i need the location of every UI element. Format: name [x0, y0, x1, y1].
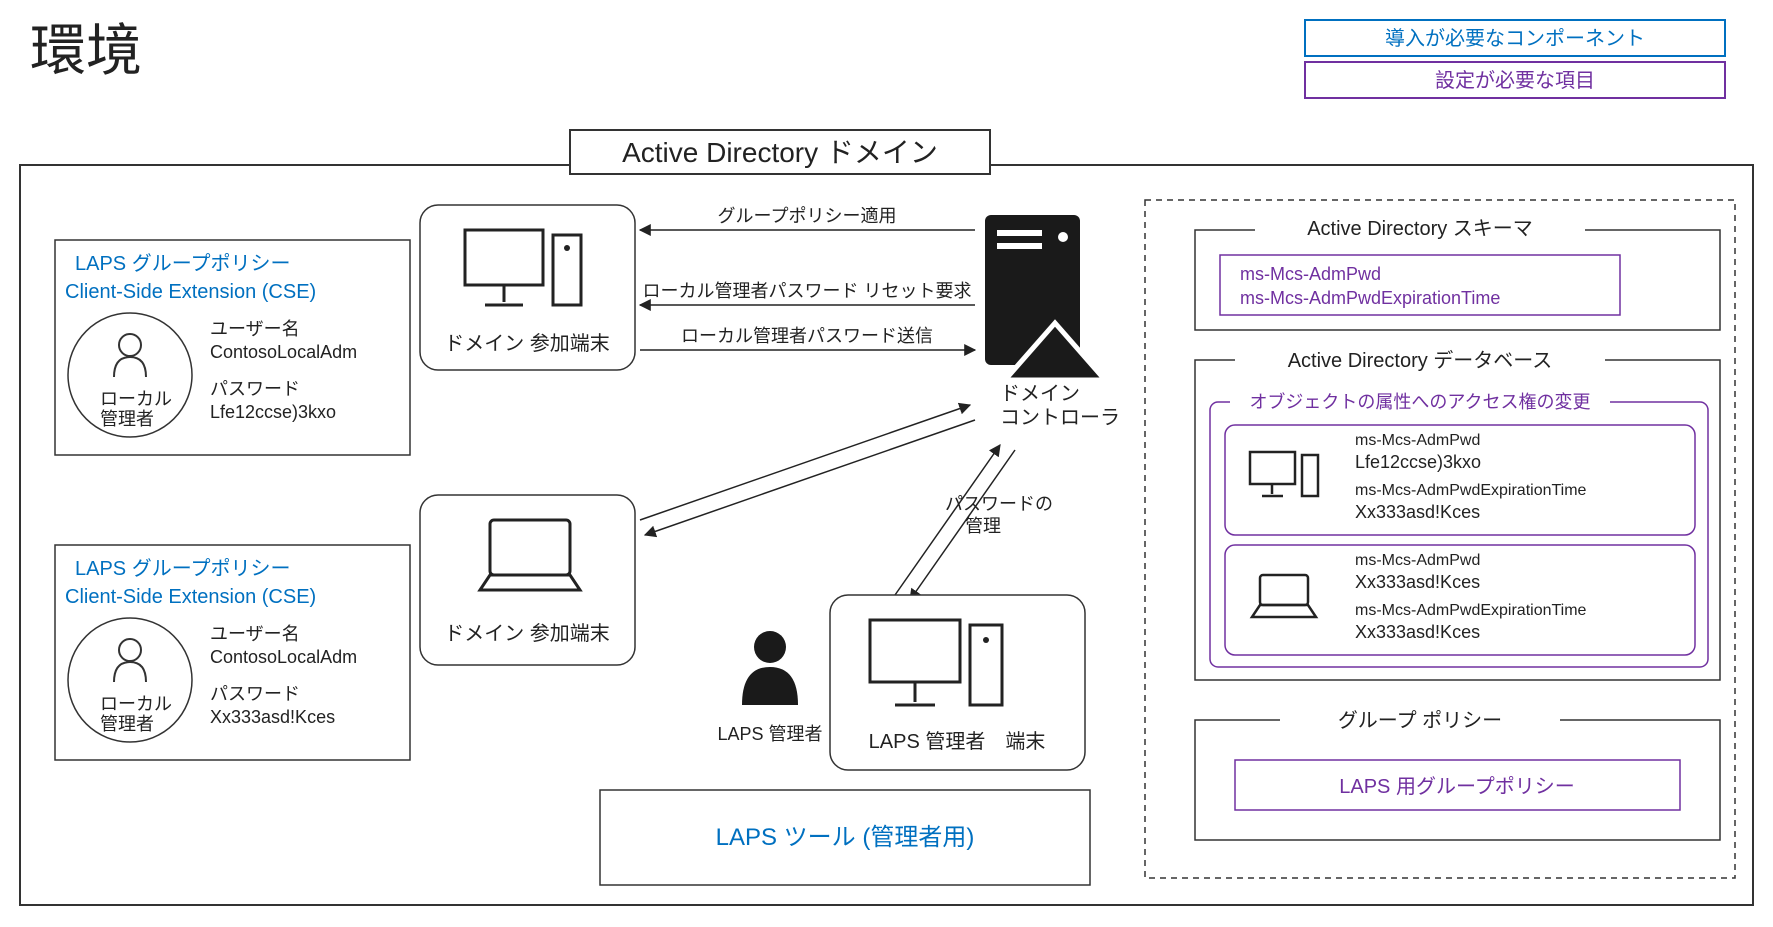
client2-role: ローカル管理者 — [100, 694, 172, 734]
gpo-item: LAPS 用グループポリシー — [1339, 775, 1575, 798]
db-obj2-v1: Xx333asd!Kces — [1355, 572, 1480, 592]
legend: 導入が必要なコンポーネント 設定が必要な項目 — [1305, 20, 1725, 98]
user-icon — [114, 334, 146, 377]
db-obj2-a2: ms-Mcs-AdmPwdExpirationTime — [1355, 602, 1587, 619]
dc-label: ドメインコントローラ — [1000, 383, 1120, 429]
page-title: 環境 — [30, 19, 142, 82]
client2-group: LAPS グループポリシー Client-Side Extension (CSE… — [55, 545, 410, 760]
db-obj1-a1: ms-Mcs-AdmPwd — [1355, 432, 1480, 449]
client2-password-label: パスワード — [210, 684, 300, 704]
client1-group: LAPS グループポリシー Client-Side Extension (CSE… — [55, 240, 410, 455]
laps-admin-terminal-label: LAPS 管理者 端末 — [869, 730, 1046, 753]
schema-attr1: ms-Mcs-AdmPwd — [1240, 264, 1381, 284]
client1-username-label: ユーザー名 — [210, 319, 300, 339]
laptop-mini-icon — [1252, 575, 1316, 617]
db-access-title: オブジェクトの属性へのアクセス権の変更 — [1249, 391, 1590, 412]
gpo-title: グループ ポリシー — [1338, 709, 1502, 732]
client2-cse-line2: Client-Side Extension (CSE) — [65, 586, 316, 608]
client1-node-label: ドメイン 参加端末 — [444, 332, 610, 355]
db-obj1-v2: Xx333asd!Kces — [1355, 502, 1480, 522]
client2-password-value: Xx333asd!Kces — [210, 707, 335, 727]
client2-username-value: ContosoLocalAdm — [210, 647, 357, 667]
client2-node: ドメイン 参加端末 — [420, 495, 635, 665]
edge-reset-req: ローカル管理者パスワード リセット要求 — [643, 281, 972, 301]
client2-cse-line1: LAPS グループポリシー — [75, 557, 291, 580]
db-obj2-v2: Xx333asd!Kces — [1355, 622, 1480, 642]
client1-username-value: ContosoLocalAdm — [210, 342, 357, 362]
client1-cse-line1: LAPS グループポリシー — [75, 252, 291, 275]
schema-title: Active Directory スキーマ — [1307, 218, 1533, 240]
laps-admin-label: LAPS 管理者 — [717, 724, 822, 744]
client1-node: ドメイン 参加端末 — [420, 205, 635, 370]
client1-role: ローカル管理者 — [100, 389, 172, 429]
laps-admin-terminal: LAPS 管理者 端末 — [830, 595, 1085, 770]
client1-password-label: パスワード — [210, 379, 300, 399]
db-obj1-a2: ms-Mcs-AdmPwdExpirationTime — [1355, 482, 1587, 499]
laps-tool-label: LAPS ツール (管理者用) — [716, 824, 975, 851]
edge-gpo: グループポリシー適用 — [718, 206, 897, 226]
desktop-mini-icon — [1250, 452, 1318, 496]
server-icon — [985, 215, 1105, 380]
dc-node: ドメインコントローラ — [985, 215, 1120, 429]
user-icon — [114, 639, 146, 682]
client1-cse-line2: Client-Side Extension (CSE) — [65, 281, 316, 303]
laps-admin-person — [742, 631, 798, 705]
edge-pwd-mgmt: パスワードの管理 — [945, 494, 1053, 536]
ad-domain-title: Active Directory ドメイン — [622, 137, 938, 168]
client2-username-label: ユーザー名 — [210, 624, 300, 644]
db-obj1-v1: Lfe12ccse)3kxo — [1355, 452, 1481, 472]
legend-install: 導入が必要なコンポーネント — [1385, 27, 1645, 50]
db-box: Active Directory データベース オブジェクトの属性へのアクセス権… — [1195, 344, 1720, 680]
legend-config: 設定が必要な項目 — [1435, 69, 1595, 92]
schema-attr2: ms-Mcs-AdmPwdExpirationTime — [1240, 288, 1500, 308]
edge-send-pwd: ローカル管理者パスワード送信 — [681, 326, 933, 346]
db-title: Active Directory データベース — [1288, 349, 1553, 372]
client1-password-value: Lfe12ccse)3kxo — [210, 402, 336, 422]
schema-box: Active Directory スキーマ ms-Mcs-AdmPwd ms-M… — [1195, 212, 1720, 330]
db-obj2-a1: ms-Mcs-AdmPwd — [1355, 552, 1480, 569]
client2-node-label: ドメイン 参加端末 — [444, 622, 610, 645]
gpo-box: グループ ポリシー LAPS 用グループポリシー — [1195, 704, 1720, 840]
